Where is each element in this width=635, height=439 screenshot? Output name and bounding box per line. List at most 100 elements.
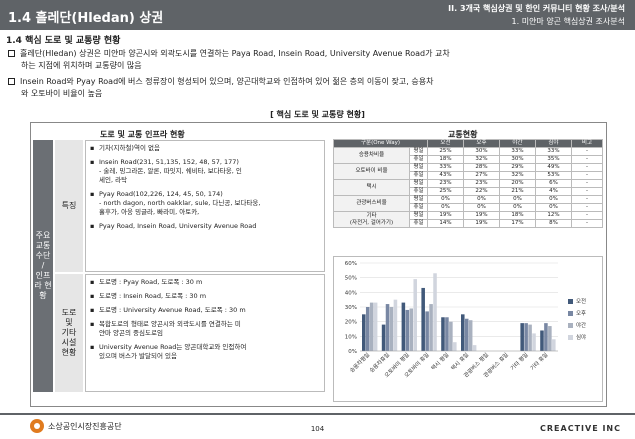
bar: [365, 307, 370, 351]
bar: [421, 287, 425, 351]
bullet-1: 흘레단(Hledan) 상권은 미얀마 양곤시와 외곽도시를 연결하는 Paya…: [8, 48, 628, 72]
table-cell: 35%: [534, 155, 572, 164]
table-cell: 30%: [462, 147, 500, 156]
column-header: 비고: [570, 139, 604, 148]
table-row: 기타 (자전거, 걸어가기) 평일 19% 19% 18% 12% -: [333, 211, 604, 228]
bar: [528, 324, 532, 351]
table-cell-day: 휴일: [409, 155, 428, 164]
table-cell: 0%: [534, 195, 572, 204]
bar: [532, 333, 536, 351]
bullet-item: Pyay Road, Insein Road, University Avenu…: [90, 222, 320, 231]
table-cell-category: 오토바이 비율: [333, 163, 410, 180]
table-cell: 19%: [427, 211, 464, 220]
bar: [369, 302, 374, 351]
bullet-item: Insein Road(231, 51,135, 152, 48, 57, 17…: [90, 158, 320, 167]
table-row: 택시 평일 23% 23% 20% 6% -: [333, 179, 604, 196]
row-label-features: 특징: [55, 140, 83, 272]
table-cell-day: 휴일: [409, 187, 428, 196]
x-tick-label: 기타 평일: [509, 351, 530, 372]
legend-swatch: [568, 335, 573, 340]
table-cell-day: 휴일: [409, 171, 428, 180]
bar: [445, 317, 449, 351]
table-cell-category: 택시: [333, 179, 410, 196]
content-panel: [30, 122, 607, 407]
x-tick-label: 택시 휴일: [449, 351, 470, 372]
bar: [540, 330, 544, 351]
table-cell: 25%: [427, 187, 464, 196]
x-tick-label: 기타 휴일: [528, 351, 549, 372]
traffic-table-header: 구분(One Way) 오전 오후 야간 심야 비고: [333, 139, 604, 148]
bar: [552, 339, 556, 351]
table-cell: 17%: [498, 219, 536, 228]
table-row: 관광버스비율 평일 0% 0% 0% 0% -: [333, 195, 604, 212]
table-cell: 4%: [534, 187, 572, 196]
table-row: 휴일 0% 0% 0% 0% -: [334, 203, 604, 212]
table-cell: 19%: [462, 211, 500, 220]
table-cell: 0%: [427, 195, 464, 204]
bar: [453, 342, 457, 351]
legend-label: 야간: [576, 321, 586, 329]
y-tick-label: 10%: [345, 334, 357, 340]
section-title: 1.4 핵심 도로 및 교통량 현황: [6, 36, 121, 46]
org-name: 소상공인시장진흥공단: [48, 421, 122, 431]
table-cell: 0%: [498, 203, 536, 212]
bullet-item: 기차(지하철)역이 없음: [90, 144, 320, 153]
bar: [405, 309, 410, 351]
bullet-item: 복합도로의 형태로 양곤시와 외곽도시를 연결하는 미얀마 양곤의 중심도로임: [90, 320, 320, 338]
table-cell: 43%: [427, 171, 464, 180]
bar: [385, 304, 390, 351]
table-cell: -: [570, 219, 604, 228]
table-cell: 30%: [498, 155, 536, 164]
bar: [373, 302, 378, 351]
table-cell: 14%: [427, 219, 464, 228]
bullet-item: Pyay Road(102,226, 124, 45, 50, 174): [90, 190, 320, 199]
table-cell: 33%: [427, 163, 464, 172]
table-cell: 21%: [498, 187, 536, 196]
bullet-sub: - 술레, 밍그라돈, 알론, 따잇지, 쉐비타, 보다타웅, 인 세인, 라탁: [99, 167, 242, 184]
bar: [461, 314, 465, 351]
legend-swatch: [568, 311, 573, 316]
table-cell: 20%: [498, 179, 536, 188]
bar: [472, 345, 477, 351]
bar: [433, 273, 437, 351]
bullet-2-line1: Insein Road와 Pyay Road에 버스 정류장이 형성되어 있으며…: [20, 77, 434, 86]
bar: [548, 326, 552, 351]
roads-box: 도로명 : Pyay Road, 도로폭 : 30 m 도로명 : Insein …: [85, 274, 325, 392]
legend-label: 심야: [576, 333, 586, 341]
bar: [520, 323, 524, 351]
y-tick-label: 0%: [348, 349, 357, 355]
y-tick-label: 60%: [345, 261, 357, 267]
figure-caption: [ 핵심 도로 및 교통량 현황]: [270, 110, 365, 119]
table-cell-day: 평일: [409, 211, 428, 220]
table-cell-day: 평일: [409, 195, 428, 204]
bullet-item: 도로명 : Pyay Road, 도로폭 : 30 m: [90, 278, 320, 287]
traffic-header: 교통현황: [448, 130, 478, 139]
table-cell: 0%: [498, 195, 536, 204]
x-tick-label: 택시 평일: [429, 351, 450, 372]
table-cell-day: 평일: [409, 163, 428, 172]
bullet-item: 도로명 : University Avenue Road, 도로폭 : 30 m: [90, 306, 320, 315]
page-number: 104: [310, 425, 325, 433]
subchapter-title: 1. 미얀마 양곤 핵심상권 조사분석: [511, 17, 625, 26]
table-cell-day: 휴일: [409, 219, 428, 228]
table-cell: 32%: [498, 171, 536, 180]
features-box: 기차(지하철)역이 없음 Insein Road(231, 51,135, 152…: [85, 140, 325, 272]
column-header: 오전: [427, 139, 464, 148]
bar: [381, 324, 386, 351]
table-cell: 25%: [427, 147, 464, 156]
table-cell-category: 승용차비율: [333, 147, 410, 164]
page-header: 1.4 흘레단(Hledan) 상권 II. 3개국 핵심상권 및 한인 커뮤니…: [0, 0, 635, 30]
table-row: 휴일 14% 19% 17% 8% -: [334, 219, 604, 228]
infra-header: 도로 및 교통 인프라 현황: [100, 130, 185, 139]
table-cell-day: 평일: [409, 179, 428, 188]
traffic-table: 구분(One Way) 오전 오후 야간 심야 비고 승용차비율 평일 25% 30% 33% 33…: [333, 139, 604, 228]
bullet-1-line2: 하는 지점에 위치하며 교통량이 많음: [21, 61, 142, 70]
footer-divider: [0, 413, 635, 415]
table-cell: 23%: [427, 179, 464, 188]
bar: [544, 323, 548, 351]
table-cell: 49%: [534, 163, 572, 172]
table-cell-category: 관광버스비율: [333, 195, 410, 212]
table-cell: -: [570, 171, 604, 180]
legend-swatch: [568, 323, 573, 328]
